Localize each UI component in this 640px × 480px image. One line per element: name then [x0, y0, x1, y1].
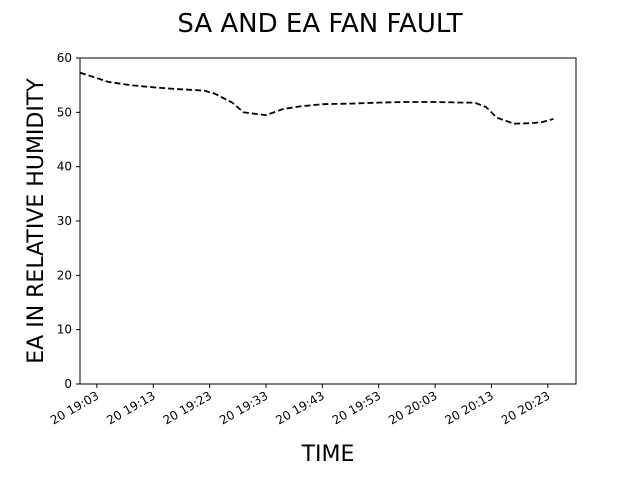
- x-tick-label: 20 19:13: [104, 388, 157, 427]
- x-tick-label: 20 19:23: [161, 388, 214, 427]
- chart-title: SA AND EA FAN FAULT: [177, 9, 462, 39]
- x-tick-label: 20 19:03: [48, 388, 101, 427]
- y-tick-label: 30: [57, 214, 72, 228]
- y-axis: 0 10 20 30 40 50 60: [57, 51, 80, 391]
- y-tick-label: 0: [64, 377, 72, 391]
- x-tick-label: 20 20:13: [442, 388, 495, 427]
- y-tick-label: 60: [57, 51, 72, 65]
- x-axis-label: TIME: [301, 442, 355, 467]
- x-tick-label: 20 20:23: [499, 388, 552, 427]
- y-axis-label: EA IN RELATIVE HUMIDITY: [24, 78, 49, 364]
- y-tick-label: 20: [57, 268, 72, 282]
- x-tick-label: 20 19:33: [217, 388, 270, 427]
- y-tick-label: 50: [57, 105, 72, 119]
- y-tick-label: 40: [57, 160, 72, 174]
- plot-area: [79, 57, 577, 385]
- x-tick-label: 20 20:03: [386, 388, 439, 427]
- x-tick-label: 20 19:53: [330, 388, 383, 427]
- x-axis: 20 19:03 20 19:13 20 19:23 20 19:33 20 19:43…: [48, 384, 552, 427]
- y-tick-label: 10: [57, 323, 72, 337]
- x-tick-label: 20 19:43: [273, 388, 326, 427]
- series-line: [79, 71, 554, 125]
